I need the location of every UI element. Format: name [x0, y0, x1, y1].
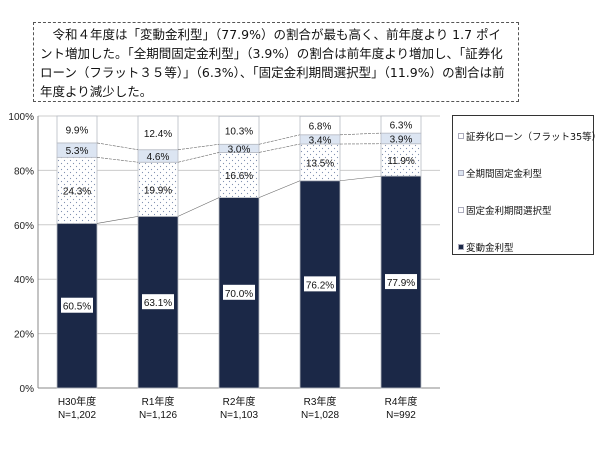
data-label: 76.2% [306, 280, 334, 291]
data-label: 10.3% [225, 126, 253, 137]
data-label: 3.0% [228, 144, 251, 155]
bar-segment [299, 115, 341, 136]
bar-segment [137, 161, 179, 217]
x-tick-label: R2年度 [223, 395, 256, 408]
bar-segment [218, 115, 260, 145]
data-label: 19.9% [144, 185, 172, 196]
data-label: 4.6% [147, 152, 170, 163]
bar-segment [380, 143, 422, 177]
data-label-box [61, 297, 93, 313]
legend: 証券化ローン（フラット35等） 全期間固定金利型 固定金利期間選択型 変動金利型 [452, 115, 600, 255]
y-tick-label: 40% [14, 275, 34, 286]
legend-swatch [458, 170, 464, 176]
series-line [96, 216, 139, 224]
series-line [258, 180, 301, 198]
x-tick-label: R3年度 [304, 395, 337, 408]
series-line [96, 157, 139, 163]
data-label: 63.1% [144, 298, 172, 309]
y-tick-label: 80% [14, 166, 34, 177]
data-label: 3.9% [390, 134, 413, 145]
series-line [96, 142, 139, 151]
series-line [177, 143, 220, 151]
data-label: 13.5% [306, 158, 334, 169]
series-line [339, 132, 382, 136]
n-label: N=1,103 [220, 410, 259, 421]
data-label: 12.4% [144, 129, 172, 140]
data-label: 77.9% [387, 278, 415, 289]
data-label-box [385, 274, 417, 290]
data-label-box [304, 276, 336, 292]
series-line [339, 175, 382, 182]
legend-item: 全期間固定金利型 [458, 166, 542, 180]
y-tick-label: 0% [20, 384, 35, 395]
series-line [177, 197, 220, 217]
series-line [258, 143, 301, 153]
data-label: 9.9% [66, 125, 89, 136]
data-label: 11.9% [387, 156, 415, 167]
x-tick-label: H30年度 [58, 395, 96, 408]
legend-label: 証券化ローン（フラット35等） [466, 132, 600, 143]
series-line [258, 134, 301, 145]
y-tick-label: 20% [14, 330, 34, 341]
y-tick-label: 60% [14, 221, 34, 232]
data-label: 5.3% [66, 146, 89, 157]
n-label: N=1,028 [301, 410, 340, 421]
data-label: 3.4% [309, 135, 332, 146]
legend-item: 証券化ローン（フラット35等） [458, 129, 600, 143]
bar-segment [56, 156, 98, 224]
bar-segment [56, 115, 98, 144]
n-label: N=1,126 [139, 410, 178, 421]
data-label-box [223, 284, 255, 300]
legend-label: 固定金利期間選択型 [466, 206, 552, 217]
y-tick-label: 100% [8, 112, 34, 123]
data-label: 24.3% [63, 186, 91, 197]
legend-label: 変動金利型 [466, 243, 514, 254]
data-label: 70.0% [225, 289, 253, 300]
legend-swatch [458, 133, 464, 139]
data-label: 6.8% [309, 122, 332, 133]
data-label-box [142, 294, 174, 310]
legend-item: 変動金利型 [458, 240, 514, 254]
x-tick-label: R1年度 [142, 395, 175, 408]
legend-item: 固定金利期間選択型 [458, 203, 552, 217]
legend-swatch [458, 207, 464, 213]
bar-segment [137, 115, 179, 151]
bar-segment [218, 152, 260, 198]
n-label: N=1,202 [58, 410, 97, 421]
summary-note: 令和４年度は「変動金利型」（77.9%）の割合が最も高く、前年度より 1.7 ポ… [33, 22, 519, 102]
x-tick-label: R4年度 [385, 395, 418, 408]
data-label: 16.6% [225, 171, 253, 182]
legend-swatch [458, 244, 464, 250]
data-label: 6.3% [390, 121, 413, 132]
series-line [177, 152, 220, 163]
data-label: 60.5% [63, 302, 91, 313]
n-label: N=992 [386, 410, 416, 421]
legend-label: 全期間固定金利型 [466, 169, 543, 180]
bar-segment [380, 115, 422, 134]
